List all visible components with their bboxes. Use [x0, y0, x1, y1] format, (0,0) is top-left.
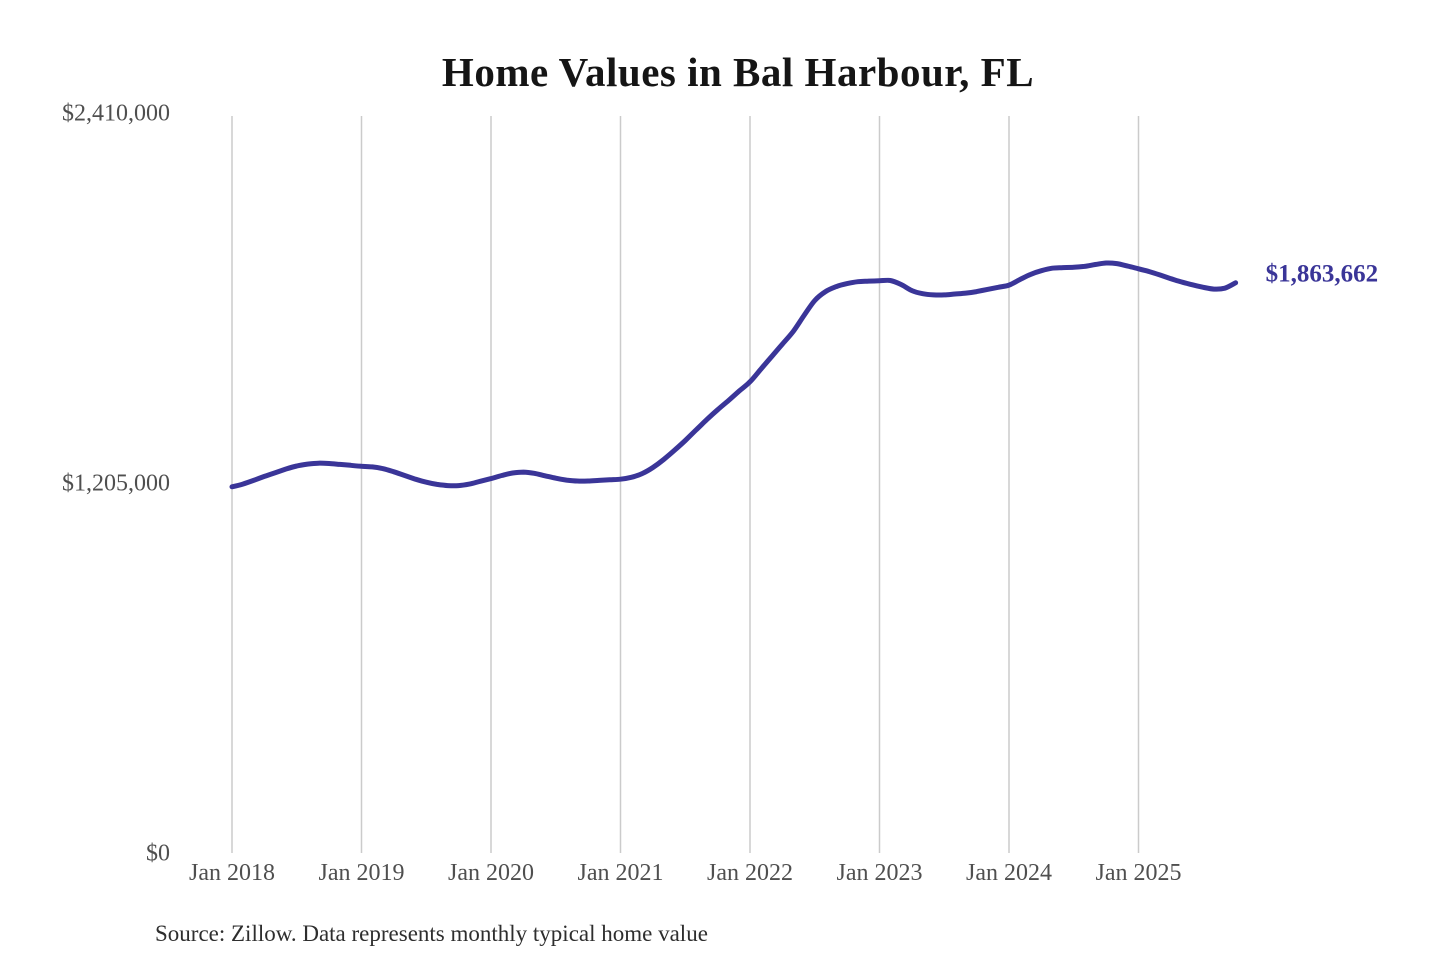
x-tick-label: Jan 2022 — [707, 860, 793, 886]
y-tick-label-zero: $0 — [146, 841, 170, 867]
chart-title: Home Values in Bal Harbour, FL — [442, 49, 1034, 95]
x-tick-label: Jan 2019 — [319, 860, 405, 886]
x-tick-label: Jan 2024 — [966, 860, 1052, 886]
source-note: Source: Zillow. Data represents monthly … — [155, 921, 708, 946]
current-value-label: $1,863,662 — [1266, 261, 1379, 288]
gridlines — [231, 116, 1140, 853]
home-value-line — [229, 260, 1239, 490]
y-tick-label-max: $2,410,000 — [62, 101, 170, 127]
x-axis-tick-labels: Jan 2018 Jan 2019 Jan 2020 Jan 2021 Jan … — [189, 860, 1182, 886]
x-tick-label: Jan 2021 — [578, 860, 664, 886]
y-tick-label-mid: $1,205,000 — [62, 471, 170, 497]
x-tick-label: Jan 2025 — [1096, 860, 1182, 886]
x-tick-label: Jan 2020 — [448, 860, 534, 886]
x-tick-label: Jan 2018 — [189, 860, 275, 886]
x-tick-label: Jan 2023 — [837, 860, 923, 886]
y-axis-tick-labels: $2,410,000 $1,205,000 $0 — [62, 101, 170, 867]
